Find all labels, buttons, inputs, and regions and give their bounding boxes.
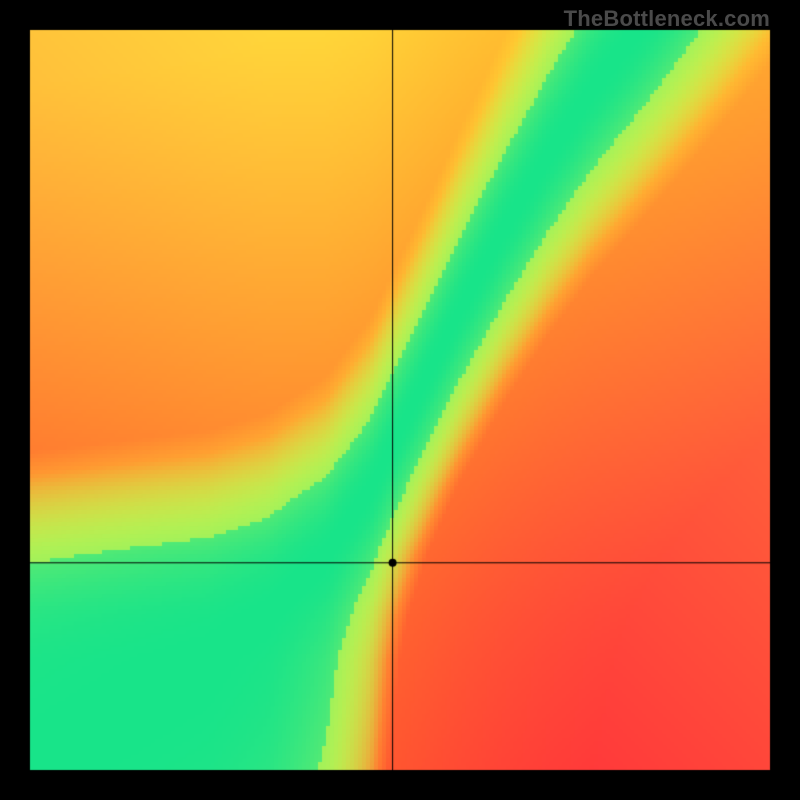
watermark-text: TheBottleneck.com: [564, 6, 770, 32]
bottleneck-heatmap: [0, 0, 800, 800]
